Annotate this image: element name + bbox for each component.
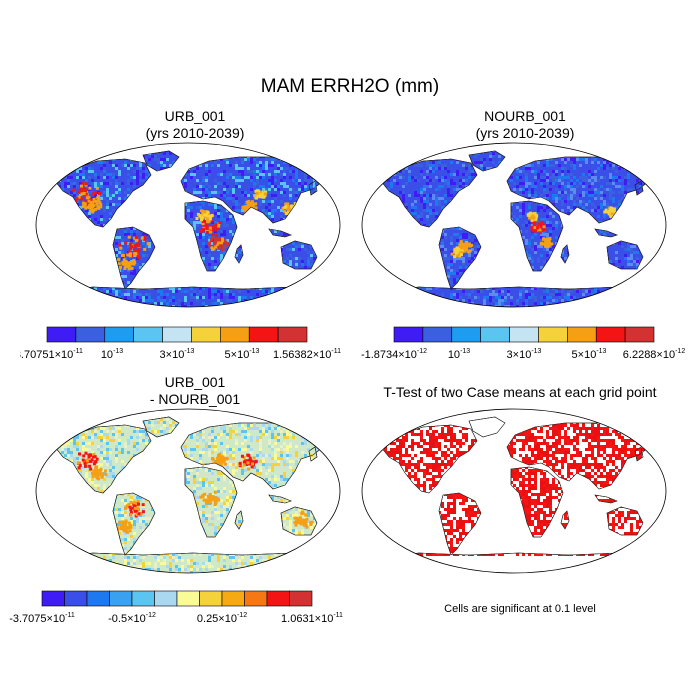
colorbar-swatch: [595, 326, 626, 343]
panel-nourb-title: NOURB_001 (yrs 2010-2039): [370, 108, 680, 142]
hotspots: [450, 206, 618, 259]
significance-note: Cells are significant at 0.1 level: [444, 603, 596, 615]
colorbar-swatch: [248, 326, 279, 343]
panel-urb-title-line1: URB_001: [164, 108, 226, 124]
hotspots: [76, 451, 314, 534]
colorbar-label: 3×10-13: [160, 348, 195, 361]
colorbar-label: -0.5×10-12: [108, 612, 156, 625]
colorbar-label: 1.0631×10-11: [281, 612, 343, 625]
colorbar-swatch: [244, 590, 268, 607]
coastlines: [378, 150, 652, 307]
panel-urb-title: URB_001 (yrs 2010-2039): [40, 108, 350, 142]
colorbar-swatch: [538, 326, 568, 343]
map-border: [361, 142, 667, 308]
colorbar-label: 0.25×10-12: [197, 612, 247, 625]
colorbar-label: -1.8734×10-12: [361, 348, 427, 361]
colorbar-label: -3.70751×10-11: [20, 348, 83, 361]
colorbar-label: -3.7075×10-11: [9, 612, 75, 625]
colorbar-swatch: [220, 326, 250, 343]
main-title: MAM ERRH2O (mm): [260, 76, 440, 97]
map-border: [35, 408, 341, 574]
map-border: [361, 408, 667, 574]
map-nourb: [361, 142, 667, 308]
colorbar-difference: -3.7075×10-11 -0.5×10-12 0.25×10-12 1.0631×…: [9, 590, 343, 625]
colorbar-swatch: [221, 590, 245, 607]
colorbar-swatch: [176, 590, 200, 607]
colorbar-urb: -3.70751×10-11 10-13 3×10-13 5×10-13 1.56382…: [20, 326, 341, 361]
panel-nourb-title-line1: NOURB_001: [484, 108, 566, 124]
colorbar-nourb: -1.8734×10-12 10-13 3×10-13 5×10-13 6.2288×1…: [361, 326, 686, 361]
panel-nourb-title-line2: (yrs 2010-2039): [475, 125, 575, 141]
colorbar-swatch: [451, 326, 481, 343]
colorbar-swatch: [75, 326, 106, 343]
landmass-antarctica: [378, 552, 652, 573]
colorbar-swatch: [64, 590, 88, 607]
colorbar-swatch: [191, 326, 221, 343]
colorbar-swatch: [422, 326, 453, 343]
map-difference: [35, 408, 341, 574]
colorbar-swatch: [46, 326, 77, 343]
colorbar-swatch: [509, 326, 539, 343]
colorbar-swatch: [199, 590, 223, 607]
hotspots: [72, 182, 300, 271]
map-border: [35, 142, 341, 308]
colorbar-swatch: [266, 590, 290, 607]
panel-diff-title: URB_001 - NOURB_001: [40, 374, 350, 408]
panel-ttest-title: T-Test of two Case means at each grid po…: [383, 384, 657, 400]
colorbar-label: 5×10-13: [572, 348, 607, 361]
colorbar-swatch: [393, 326, 424, 343]
colorbar-swatch: [277, 326, 308, 343]
colorbar-swatch: [289, 590, 313, 607]
panel-diff-title-line2: - NOURB_001: [149, 391, 241, 407]
colorbar-swatch: [131, 590, 155, 607]
colorbar-swatch: [86, 590, 110, 607]
panel-diff-title-line1: URB_001: [164, 374, 226, 390]
grid-cells: [53, 417, 325, 573]
colorbar-label: 3×10-13: [507, 348, 542, 361]
panel-urb-title-line2: (yrs 2010-2039): [145, 125, 245, 141]
colorbar-label: 6.2288×10-12: [623, 348, 686, 361]
colorbar-label: 10-13: [101, 348, 123, 361]
colorbar-label: 5×10-13: [225, 348, 260, 361]
colorbar-swatch: [624, 326, 655, 343]
colorbar-swatch: [480, 326, 510, 343]
colorbar-swatch: [133, 326, 163, 343]
colorbar-swatch: [154, 590, 178, 607]
map-urb: [35, 142, 341, 308]
colorbar-swatch: [567, 326, 597, 343]
colorbar-swatch: [104, 326, 134, 343]
colorbar-swatch: [162, 326, 192, 343]
colorbar-label: 10-13: [448, 348, 470, 361]
map-ttest: [361, 408, 667, 574]
colorbar-label: 1.56382×10-11: [273, 348, 341, 361]
colorbar-swatch: [41, 590, 65, 607]
colorbar-swatch: [109, 590, 133, 607]
